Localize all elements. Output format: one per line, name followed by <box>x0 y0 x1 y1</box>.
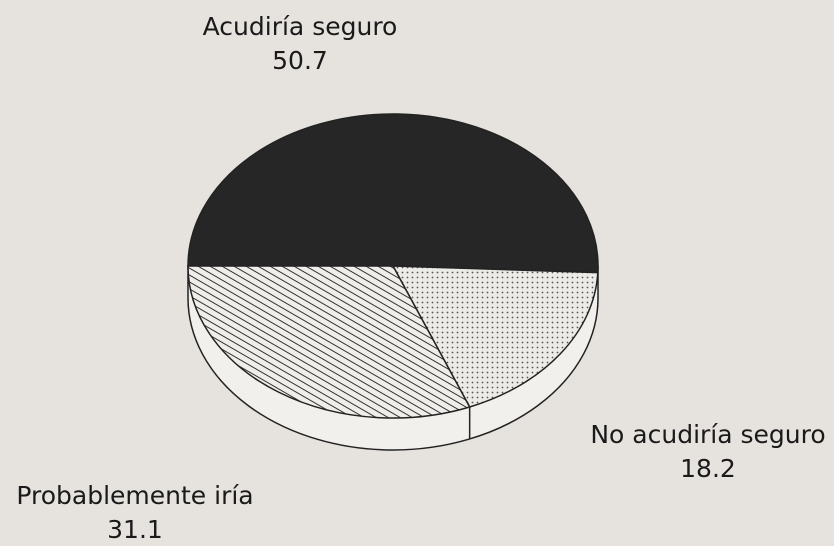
slice-value: 50.7 <box>272 46 328 75</box>
slice-label: No acudiría seguro <box>590 420 825 449</box>
slice-value: 31.1 <box>107 515 163 544</box>
pie-slice <box>187 265 471 419</box>
slice-label: Probablemente iría <box>16 481 253 510</box>
slice-label: Acudiría seguro <box>203 12 398 41</box>
slice-value: 18.2 <box>680 454 736 483</box>
pie-slice <box>391 265 599 408</box>
pie-slice <box>187 113 599 274</box>
